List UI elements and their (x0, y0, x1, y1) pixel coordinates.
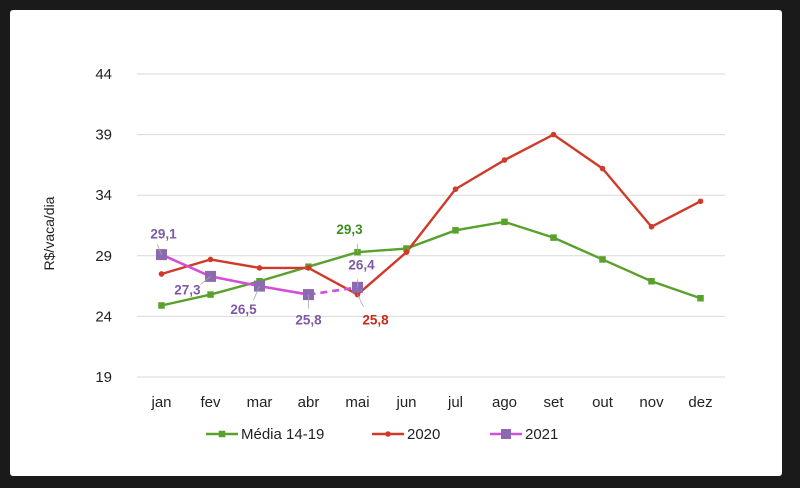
legend-item: 2020 (372, 426, 440, 443)
y-tick-label: 44 (95, 66, 112, 83)
x-tick-label: jan (150, 394, 171, 411)
data-point (501, 157, 508, 163)
data-point (452, 227, 459, 234)
data-point (207, 256, 214, 263)
label-leader (200, 276, 211, 285)
gridlines (137, 73, 725, 378)
x-tick-label: mai (345, 394, 369, 411)
data-point (648, 223, 655, 230)
data-point (305, 265, 312, 271)
data-point (403, 249, 410, 255)
label-leader (253, 285, 260, 301)
data-point (403, 245, 410, 252)
series-line-2020 (161, 133, 702, 297)
data-label: 29,1 (150, 227, 177, 242)
line-chart: 19 24 29 34 39 44 R$/vaca/dia jan fev mar abr mai… (41, 66, 725, 443)
x-tick-label: mar (247, 394, 273, 411)
legend-label: 2020 (407, 426, 440, 443)
y-tick-label: 29 (95, 248, 112, 265)
data-point (697, 198, 704, 205)
data-point (158, 271, 165, 277)
series-line-media (161, 220, 701, 307)
x-tick-label: abr (298, 394, 320, 411)
data-label: 27,3 (174, 282, 201, 297)
x-tick-label: fev (200, 394, 221, 411)
y-axis-label: R$/vaca/dia (41, 196, 57, 270)
data-point (599, 165, 606, 172)
y-tick-label: 39 (95, 127, 112, 144)
x-tick-label: jun (395, 394, 416, 411)
label-leader (357, 294, 364, 307)
y-axis-ticks: 19 24 29 34 39 44 (95, 66, 112, 386)
x-tick-label: ago (492, 394, 517, 411)
chart-panel: 19 24 29 34 39 44 R$/vaca/dia jan fev mar abr mai… (10, 10, 782, 476)
legend-item: Média 14-19 (206, 426, 324, 443)
x-tick-label: set (543, 394, 564, 411)
label-leader (157, 244, 162, 255)
legend-item: 2021 (490, 426, 558, 443)
legend-swatch-marker (501, 429, 511, 439)
data-point (207, 291, 214, 298)
series-line-2021 (160, 253, 309, 296)
data-point (599, 256, 606, 263)
x-tick-label: jul (447, 394, 463, 411)
data-label: 29,3 (336, 222, 363, 237)
data-label: 26,5 (230, 302, 257, 317)
data-point (156, 249, 167, 261)
legend-label: 2021 (525, 426, 558, 443)
x-tick-label: dez (688, 394, 712, 411)
data-point (158, 302, 165, 309)
x-tick-label: nov (639, 394, 664, 411)
data-point (501, 218, 508, 226)
y-tick-label: 24 (95, 308, 112, 325)
legend-label: Média 14-19 (241, 426, 324, 443)
legend-swatch-marker (385, 431, 391, 437)
data-point (256, 265, 263, 271)
y-tick-label: 19 (95, 369, 112, 386)
data-label: 25,8 (362, 313, 389, 328)
x-tick-label: out (592, 394, 614, 411)
data-point (550, 234, 557, 241)
data-point (697, 294, 704, 302)
series-line-2021-projected (308, 286, 358, 296)
data-point (452, 186, 459, 192)
y-tick-label: 34 (95, 187, 112, 204)
data-label: 25,8 (295, 313, 322, 328)
x-axis-ticks: jan fev mar abr mai jun jul ago set out nov dez (150, 394, 712, 411)
legend: Média 14-19 2020 2021 (206, 426, 558, 443)
data-point (550, 131, 557, 138)
data-labels: 29,1 27,3 26,5 25,8 26,4 29,3 25,8 (150, 222, 389, 327)
data-point (648, 278, 655, 285)
series-lines (160, 133, 702, 307)
legend-swatch-marker (218, 430, 226, 438)
data-label: 26,4 (348, 257, 375, 272)
